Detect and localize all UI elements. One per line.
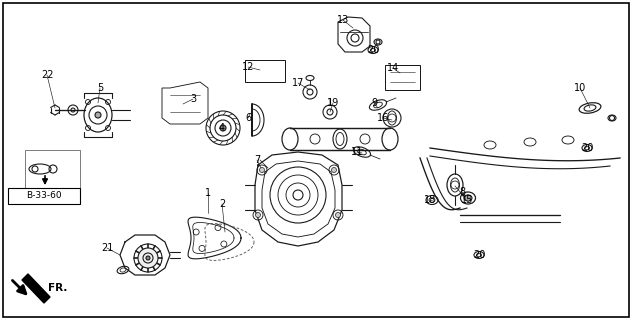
Text: 2: 2: [219, 199, 225, 209]
Text: 21: 21: [101, 243, 113, 253]
Text: 20: 20: [473, 250, 485, 260]
Text: 12: 12: [242, 62, 254, 72]
Text: 1: 1: [205, 188, 211, 198]
Circle shape: [138, 248, 158, 268]
Text: B-33-60: B-33-60: [26, 191, 62, 201]
Text: 16: 16: [377, 113, 389, 123]
Text: 8: 8: [459, 187, 465, 197]
Text: 5: 5: [97, 83, 103, 93]
Circle shape: [220, 125, 226, 131]
Circle shape: [146, 256, 150, 260]
Text: 15: 15: [461, 195, 473, 205]
Text: 14: 14: [387, 63, 399, 73]
Text: 13: 13: [337, 15, 349, 25]
Circle shape: [95, 112, 101, 118]
Circle shape: [332, 167, 336, 172]
Text: FR.: FR.: [48, 283, 68, 293]
Text: 3: 3: [190, 94, 196, 104]
Text: 10: 10: [574, 83, 586, 93]
Bar: [8, 188, 80, 204]
Circle shape: [255, 212, 260, 218]
Text: 19: 19: [327, 98, 339, 108]
Text: 22: 22: [40, 70, 53, 80]
Text: 7: 7: [254, 155, 260, 165]
Text: 4: 4: [219, 123, 225, 133]
Text: 6: 6: [245, 113, 251, 123]
Circle shape: [465, 195, 471, 201]
Text: 20: 20: [367, 45, 379, 55]
Polygon shape: [22, 274, 50, 303]
Text: 11: 11: [351, 147, 363, 157]
Bar: [25, 150, 80, 188]
Text: 18: 18: [424, 195, 436, 205]
Text: 9: 9: [371, 98, 377, 108]
Circle shape: [260, 167, 265, 172]
Text: 20: 20: [581, 143, 593, 153]
Text: 17: 17: [292, 78, 304, 88]
Circle shape: [336, 212, 341, 218]
